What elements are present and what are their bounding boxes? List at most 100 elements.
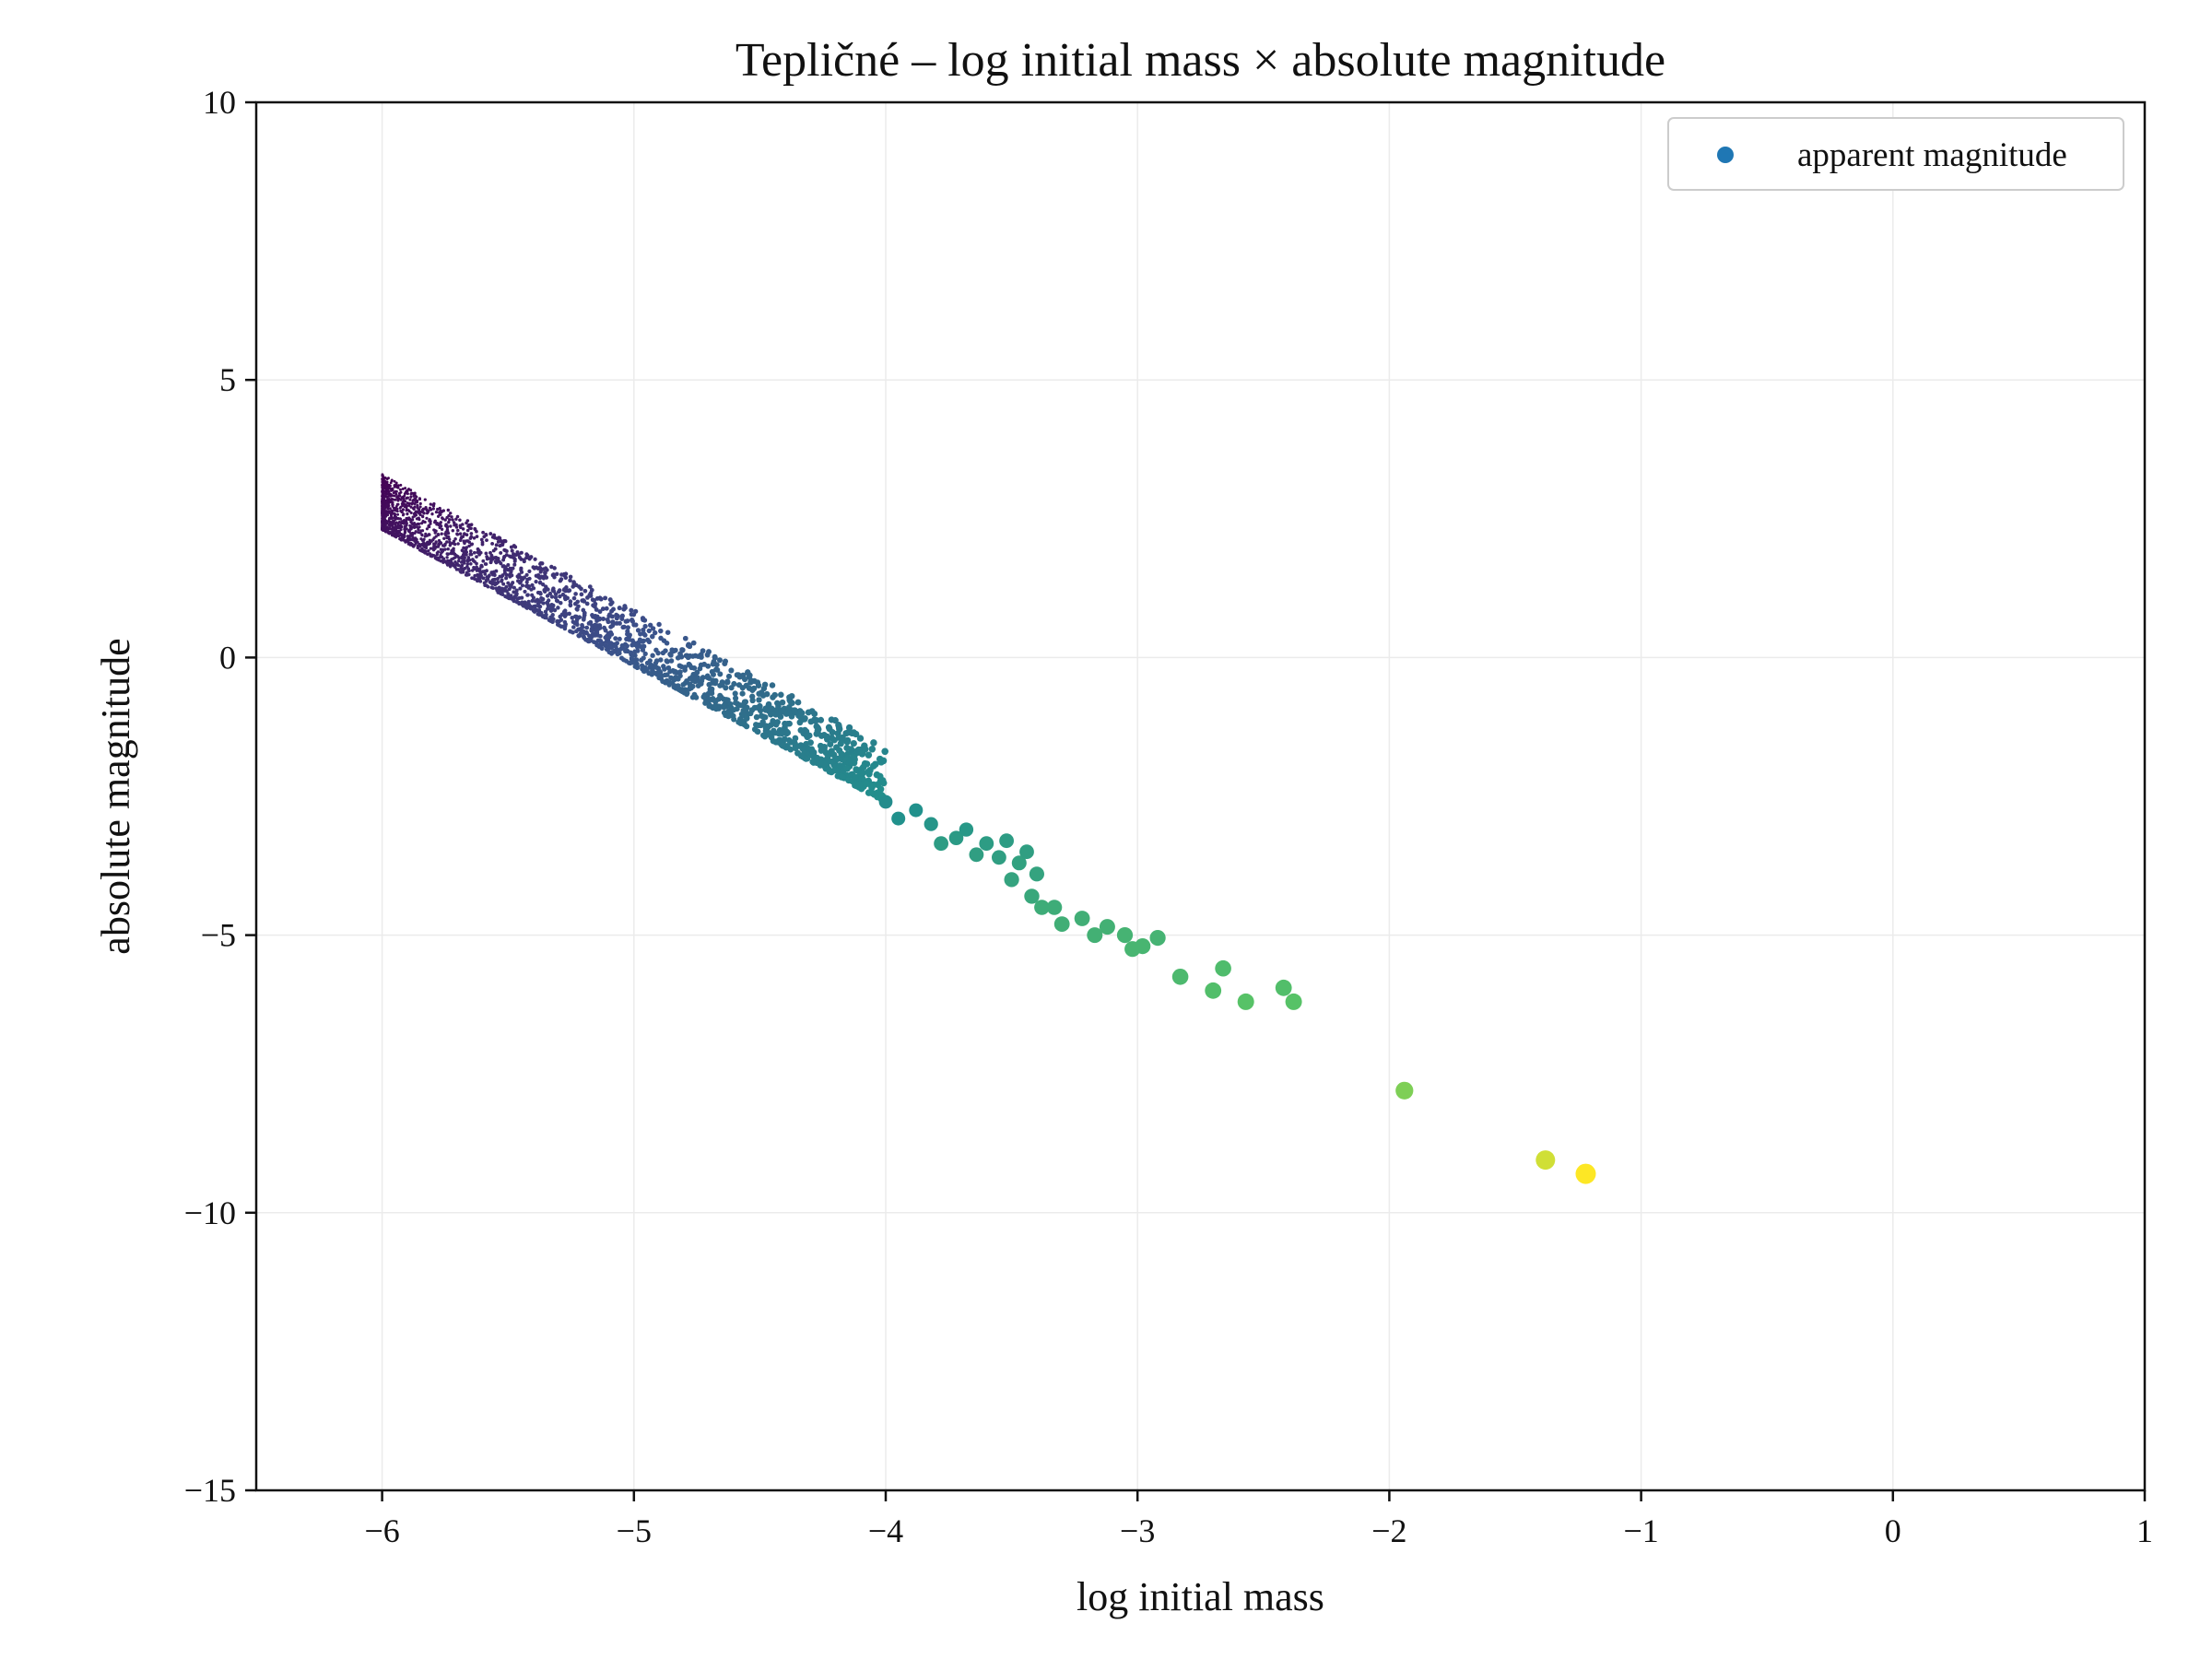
cloud-point xyxy=(510,555,514,559)
cloud-point xyxy=(589,627,594,631)
cloud-point xyxy=(482,581,487,585)
data-point xyxy=(992,850,1006,865)
cloud-point xyxy=(793,742,800,749)
cloud-point xyxy=(549,564,554,570)
cloud-point xyxy=(401,513,405,517)
cloud-point xyxy=(661,638,667,643)
cloud-point xyxy=(760,713,767,720)
cloud-point xyxy=(394,529,397,533)
cloud-point xyxy=(653,670,659,677)
cloud-point xyxy=(434,510,439,514)
cloud-point xyxy=(668,658,675,664)
cloud-point xyxy=(519,568,524,572)
cloud-point xyxy=(709,697,715,702)
cloud-point xyxy=(406,538,410,542)
cloud-point xyxy=(458,518,462,523)
cloud-point xyxy=(617,606,622,611)
cloud-point xyxy=(547,598,551,603)
cloud-point xyxy=(429,508,433,512)
cloud-point xyxy=(614,612,619,618)
data-point xyxy=(878,794,893,809)
cloud-point xyxy=(603,595,608,601)
cloud-point xyxy=(844,736,852,745)
y-tick-label: 5 xyxy=(219,361,236,398)
cloud-point xyxy=(527,569,532,574)
cloud-point xyxy=(778,730,785,737)
cloud-point xyxy=(865,751,873,759)
cloud-point xyxy=(432,536,436,540)
cloud-point xyxy=(412,494,416,498)
cloud-point xyxy=(642,623,648,629)
cloud-point xyxy=(406,542,410,546)
data-points xyxy=(878,794,1596,1184)
cloud-point xyxy=(496,577,500,581)
cloud-point xyxy=(385,529,389,533)
cloud-point xyxy=(400,533,404,536)
cloud-point xyxy=(451,548,454,552)
cloud-point xyxy=(422,541,426,545)
cloud-point xyxy=(794,699,802,706)
cloud-point xyxy=(682,635,688,641)
cloud-point xyxy=(436,507,440,512)
cloud-point xyxy=(416,503,419,508)
x-tick-label: −5 xyxy=(617,1512,652,1549)
cloud-point xyxy=(623,658,629,664)
cloud-point xyxy=(633,657,639,663)
cloud-point xyxy=(735,719,742,725)
cloud-point xyxy=(506,581,511,585)
cloud-point xyxy=(414,510,418,513)
cloud-point xyxy=(408,498,412,501)
cloud-point xyxy=(514,592,519,596)
cloud-point xyxy=(668,653,674,658)
cloud-point xyxy=(604,606,609,611)
cloud-point xyxy=(411,491,416,495)
cloud-point xyxy=(417,528,420,532)
cloud-point xyxy=(658,657,664,663)
cloud-point xyxy=(381,504,383,508)
cloud-point xyxy=(455,533,460,536)
cloud-point xyxy=(783,730,790,737)
cloud-point xyxy=(541,567,546,571)
cloud-point xyxy=(601,617,606,621)
cloud-point xyxy=(498,574,502,579)
cloud-point xyxy=(487,574,491,579)
cloud-point xyxy=(660,650,666,656)
cloud-point xyxy=(633,608,639,614)
cloud-point xyxy=(809,752,817,759)
cloud-point xyxy=(706,703,712,710)
cloud-point xyxy=(573,592,578,596)
cloud-point xyxy=(718,694,724,700)
cloud-point xyxy=(423,545,427,549)
cloud-point xyxy=(584,630,589,636)
cloud-point xyxy=(499,539,503,544)
cloud-point xyxy=(678,664,685,670)
cloud-point xyxy=(619,616,625,621)
cloud-point xyxy=(446,535,451,539)
cloud-point xyxy=(575,607,580,612)
cloud-point xyxy=(386,483,390,487)
cloud-point xyxy=(471,558,475,561)
cloud-point xyxy=(838,750,845,758)
cloud-point xyxy=(425,508,429,512)
cloud-point xyxy=(409,521,413,524)
cloud-point xyxy=(465,564,469,569)
cloud-point xyxy=(454,523,458,527)
data-point xyxy=(1395,1081,1414,1100)
cloud-point xyxy=(500,593,505,596)
cloud-point xyxy=(788,692,795,700)
y-axis-label: absolute magnitude xyxy=(93,638,138,954)
cloud-point xyxy=(690,640,697,646)
cloud-point xyxy=(755,722,762,729)
cloud-point xyxy=(771,727,777,735)
cloud-point xyxy=(523,600,527,605)
cloud-point xyxy=(731,680,737,688)
cloud-point xyxy=(385,499,389,502)
cloud-point xyxy=(581,617,586,622)
cloud-point xyxy=(400,524,404,528)
cloud-point xyxy=(589,587,594,593)
cloud-point xyxy=(470,569,475,572)
cloud-point xyxy=(411,515,415,519)
cloud-point xyxy=(393,479,396,483)
cloud-point xyxy=(598,596,604,602)
y-tick-label: 0 xyxy=(219,639,236,676)
